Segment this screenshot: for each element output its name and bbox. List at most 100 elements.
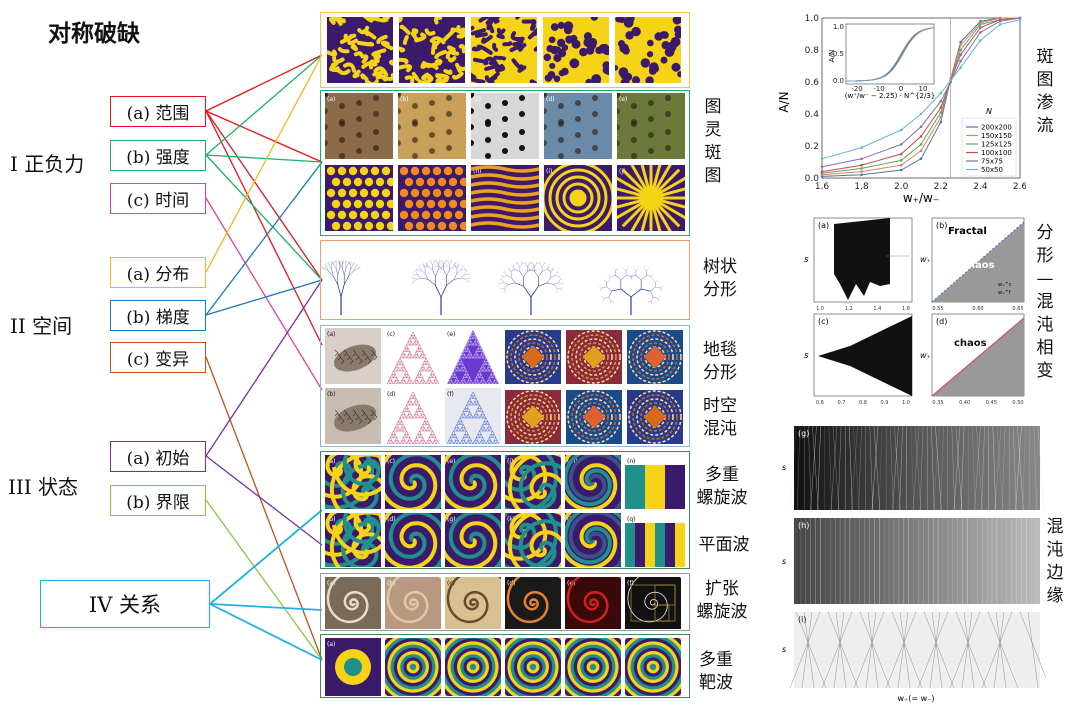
data-point	[939, 106, 943, 109]
data-point	[998, 23, 1002, 26]
data-point	[919, 112, 923, 116]
data-point	[998, 19, 1002, 23]
data-point	[860, 157, 863, 161]
inset-x-tick: -20	[851, 85, 862, 93]
legend-entry: 100x100	[981, 149, 1012, 157]
expanding-spiral-tile: (a)	[325, 577, 381, 629]
tick-label: 0.35	[932, 400, 943, 406]
sierpinski-colored-tile: (e)	[445, 328, 501, 384]
panel-tag: (q)	[627, 516, 636, 523]
item-distribution: (a) 分布	[110, 257, 206, 288]
data-point	[959, 59, 962, 63]
panel-tag: (a)	[327, 458, 335, 465]
series-line	[821, 17, 1021, 174]
x-tick-label: 2.4	[973, 182, 988, 192]
data-point	[899, 152, 903, 156]
panel-b-chaos: chaos	[962, 260, 995, 271]
data-point	[919, 135, 923, 138]
panel-tag: (j)	[619, 168, 625, 175]
x-tick-label: 1.6	[815, 182, 830, 192]
spiral-wave-tile: (d)	[385, 513, 441, 567]
label-carpet: 地毯 分形	[703, 340, 737, 383]
data-point	[939, 111, 943, 114]
tick-label: 1.6	[902, 306, 910, 312]
tick-label: 1.2	[845, 306, 853, 312]
panel-b-ylabel: w₊	[920, 255, 931, 264]
turing-spot-tile: (h)	[471, 165, 539, 231]
panel-tag: (a)	[327, 96, 335, 103]
data-point	[899, 163, 903, 167]
data-point	[919, 157, 923, 161]
category-space: II 空间	[10, 314, 73, 338]
turing-pattern-tile	[543, 17, 609, 83]
x-tick-label: 2.6	[1013, 182, 1026, 192]
label-target: 多重 靶波	[699, 650, 733, 693]
y-tick-label: 0.0	[805, 174, 820, 184]
spiral-wave-tile: (m)	[565, 455, 621, 509]
category-state: III 状态	[8, 475, 79, 499]
data-point	[860, 146, 863, 149]
carpet-panel: (a) (b) (c) (e) (d) (f)	[320, 325, 690, 447]
panel-i-tag: (i)	[798, 615, 806, 624]
panel-tag: (j)	[507, 458, 513, 465]
legend-title: N	[986, 107, 992, 116]
panel-h-ylabel: s	[782, 557, 786, 566]
data-point	[860, 163, 863, 167]
tick-label: 0.45	[986, 400, 997, 406]
panel-tag: (g)	[447, 516, 456, 523]
turing-spot-tile: (f)	[325, 165, 393, 231]
percolation-ylabel: A/N	[777, 91, 791, 112]
multi-spiral-turbulence-tile: (b)	[325, 513, 381, 567]
item-time: (c) 时间	[110, 183, 206, 214]
spiral-wave-tile: (c)	[385, 455, 441, 509]
animal-photo-tile: (b)	[398, 93, 466, 159]
expanding-spiral-panel: (a) (b) (c) (d) (e) (f)	[320, 573, 690, 631]
tick-label: 0.40	[959, 400, 970, 406]
panel-h-tag: (h)	[798, 521, 809, 530]
data-point	[939, 91, 943, 95]
animal-photo-tile: (e)	[617, 93, 685, 159]
label-tree: 树状 分形	[703, 257, 737, 300]
inset-x-tick: 10	[919, 85, 928, 93]
turing-pattern-tile	[615, 17, 681, 83]
panel-c-tag: (c)	[818, 317, 829, 326]
panel-tag: (d)	[546, 96, 555, 103]
spatiotemporal-chaos-tile	[627, 390, 683, 444]
target-wave-tile: (c)	[445, 638, 501, 696]
label-multi-spiral: 多重 螺旋波	[696, 465, 748, 508]
expanding-spiral-tile: (b)	[385, 577, 441, 629]
series-line	[821, 17, 1021, 168]
label-turing: 图 灵 斑 图	[704, 97, 722, 186]
panel-i-xlabel: w₊(= w₋)	[897, 694, 934, 703]
data-point	[949, 79, 952, 82]
data-point	[939, 99, 943, 103]
data-point	[959, 40, 962, 44]
label-plane-wave: 平面波	[698, 535, 750, 555]
panel-tag: (e)	[447, 331, 455, 338]
panel-tag: (n)	[627, 458, 635, 465]
panel-tag: (f)	[447, 391, 454, 398]
tick-label: 0.8	[859, 400, 867, 406]
tick-label: 1.0	[816, 306, 824, 312]
item-range: (a) 范围	[110, 96, 206, 127]
tree-fractal-panel	[320, 240, 690, 320]
data-point	[919, 143, 923, 146]
y-tick-label: 0.2	[805, 142, 819, 152]
panel-tag: (c)	[473, 96, 481, 103]
item-strength: (b) 强度	[110, 140, 206, 171]
y-tick-label: 1.0	[805, 14, 820, 24]
inset-series-line	[846, 27, 935, 82]
panel-tag: (d)	[387, 516, 396, 523]
spatiotemporal-chaos-tile	[505, 390, 561, 444]
panel-g-ylabel: s	[782, 463, 786, 472]
data-point	[860, 167, 863, 170]
panel-c-ylabel: s	[804, 351, 809, 361]
tick-label: 0.60	[972, 306, 983, 312]
plane-wave-tile: (n)	[625, 455, 685, 509]
data-point	[959, 48, 962, 52]
multi-spiral-turbulence-tile: (a)	[325, 455, 381, 509]
inset-ylabel: A/N	[828, 50, 836, 62]
panel-i-ylabel: s	[782, 645, 786, 654]
data-point	[860, 173, 863, 177]
x-tick-label: 2.0	[894, 182, 909, 192]
